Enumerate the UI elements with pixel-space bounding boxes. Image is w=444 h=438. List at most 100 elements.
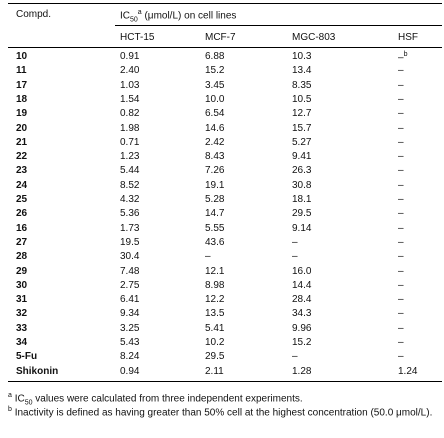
value-cell: 10.5 [292, 93, 312, 105]
value-cell: 1.54 [120, 93, 140, 105]
value-cell: – [398, 294, 404, 306]
value-cell: 12.1 [205, 265, 225, 277]
value-cell: – [398, 179, 404, 191]
ic: IC [14, 393, 25, 405]
value-cell: – [292, 236, 298, 248]
compound: 28 [16, 251, 28, 263]
compound: 26 [16, 208, 28, 220]
header-underline [115, 25, 442, 26]
compound: 11 [16, 65, 27, 77]
value-cell: 6.88 [205, 51, 225, 62]
compound: 34 [16, 337, 28, 348]
ic-sub: 50 [24, 399, 33, 407]
value-cell: – [398, 151, 404, 163]
value-cell: 8.52 [120, 179, 140, 191]
value-cell: 3.25 [120, 322, 140, 334]
value-cell: 5.41 [205, 322, 225, 334]
value-cell: 14.4 [292, 279, 312, 291]
column-header: HSF [398, 32, 418, 43]
compound: Shikonin [16, 365, 59, 377]
header-rule [8, 47, 442, 48]
value-cell: 5.44 [120, 165, 140, 177]
value-cell: 12.7 [292, 108, 312, 120]
value-cell: – [398, 236, 404, 248]
value-cell: – [398, 337, 404, 348]
compound: 27 [16, 236, 28, 248]
compound: 24 [16, 179, 28, 191]
value-cell: 10.3 [292, 51, 312, 62]
value-cell: 6.54 [205, 108, 225, 120]
text: values were calculated from three indepe… [32, 393, 303, 405]
compound: 16 [16, 222, 28, 234]
compound: 18 [16, 93, 28, 105]
value-cell: 8.98 [205, 279, 225, 291]
value-cell: 9.41 [292, 151, 312, 163]
value-cell: 5.28 [205, 194, 225, 205]
value-cell: – [398, 265, 404, 277]
value-cell: 9.14 [292, 222, 312, 234]
value-cell: 7.48 [120, 265, 140, 277]
value-cell: – [398, 222, 404, 234]
column-header: MCF-7 [205, 32, 236, 43]
value-cell: 0.82 [120, 108, 140, 120]
value-cell: 10.2 [205, 337, 225, 348]
value-cell: 30.8 [292, 179, 312, 191]
value-cell: – [398, 351, 404, 363]
compound: 29 [16, 265, 28, 277]
compound: 19 [16, 108, 28, 120]
value-cell: 19.1 [205, 179, 225, 191]
value-cell: – [398, 165, 404, 177]
value-cell: 5.43 [120, 337, 140, 348]
value-cell: – [398, 79, 404, 91]
value-cell: 15.2 [292, 337, 312, 348]
column-header: HCT-15 [120, 32, 155, 43]
value-cell: 30.4 [120, 251, 140, 263]
value-cell: 1.23 [120, 151, 140, 163]
value-cell: – [398, 279, 404, 291]
value-cell: 1.03 [120, 79, 140, 91]
value-cell: – [205, 251, 211, 263]
footnote-a: a IC50 values were calculated from three… [8, 389, 438, 410]
column-header: MGC-803 [292, 32, 336, 43]
top-rule [8, 3, 442, 4]
value-cell: 7.26 [205, 165, 225, 177]
value-cell: 8.43 [205, 151, 225, 163]
bottom-rule [8, 381, 442, 382]
value-cell: – [398, 322, 404, 334]
marker: b [8, 406, 12, 413]
compound: 23 [16, 165, 28, 177]
value-cell: 43.6 [205, 236, 225, 248]
value-cell: 9.34 [120, 308, 140, 320]
compound: 25 [16, 194, 28, 205]
value-cell: –b [398, 51, 408, 64]
value-cell: 26.3 [292, 165, 312, 177]
value-cell: – [398, 136, 404, 148]
value-cell: – [398, 194, 404, 205]
value-cell: 1.98 [120, 122, 140, 134]
value-cell: 3.45 [205, 79, 225, 91]
value-cell: 9.96 [292, 322, 312, 334]
value-cell: 19.5 [120, 236, 140, 248]
value-cell: 2.40 [120, 65, 140, 77]
value-cell: – [398, 65, 404, 77]
compound: 17 [16, 79, 28, 91]
value-cell: – [398, 93, 404, 105]
compound-header: Compd. [16, 9, 52, 20]
value-cell: – [292, 251, 298, 263]
compound: 20 [16, 122, 28, 134]
value-cell: 29.5 [292, 208, 312, 220]
value-cell: 0.94 [120, 365, 140, 377]
value-cell: 15.2 [205, 65, 225, 77]
value-cell: – [292, 351, 298, 363]
value-cell: 14.6 [205, 122, 225, 134]
value-cell: – [398, 108, 404, 120]
compound: 31 [16, 294, 28, 306]
value-cell: – [398, 251, 404, 263]
value-cell: 16.0 [292, 265, 312, 277]
ic: IC [120, 10, 130, 22]
compound: 33 [16, 322, 28, 334]
value-cell: 2.42 [205, 136, 225, 148]
footnote-marker: b [403, 51, 408, 58]
value-cell: 6.41 [120, 294, 140, 306]
value-cell: 5.36 [120, 208, 140, 220]
